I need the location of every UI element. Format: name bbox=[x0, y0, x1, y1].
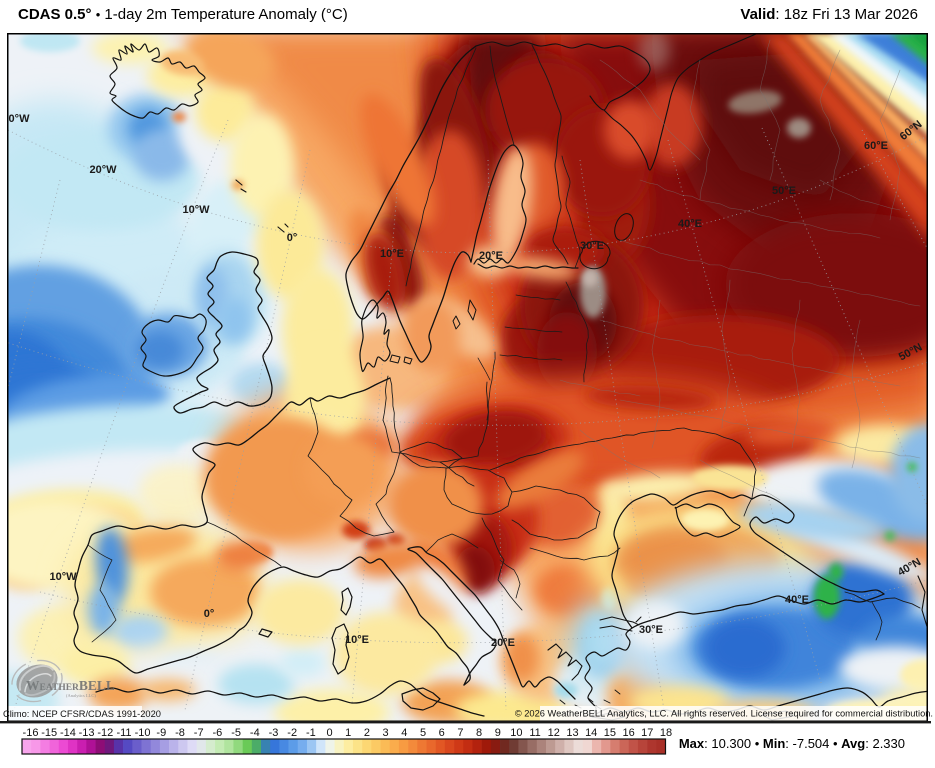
svg-text:-13: -13 bbox=[79, 727, 95, 739]
svg-text:-5: -5 bbox=[231, 727, 241, 739]
svg-text:-2: -2 bbox=[287, 727, 297, 739]
svg-text:12: 12 bbox=[548, 727, 560, 739]
svg-text:40°E: 40°E bbox=[785, 594, 809, 606]
svg-text:-16: -16 bbox=[23, 727, 39, 739]
svg-text:0°W: 0°W bbox=[9, 113, 31, 125]
svg-text:0: 0 bbox=[326, 727, 332, 739]
svg-text:10°E: 10°E bbox=[380, 248, 404, 260]
svg-text:0°: 0° bbox=[204, 608, 215, 620]
svg-text:-9: -9 bbox=[156, 727, 166, 739]
svg-text:-7: -7 bbox=[194, 727, 204, 739]
svg-text:10: 10 bbox=[510, 727, 522, 739]
svg-text:60°E: 60°E bbox=[864, 140, 888, 152]
svg-text:-10: -10 bbox=[135, 727, 151, 739]
svg-text:© 2026 WeatherBELL Analytics,: © 2026 WeatherBELL Analytics, LLC. All r… bbox=[515, 709, 933, 719]
svg-text:10°E: 10°E bbox=[345, 634, 369, 646]
svg-text:(Analytics LLC): (Analytics LLC) bbox=[66, 693, 96, 698]
svg-text:-4: -4 bbox=[250, 727, 260, 739]
svg-text:-3: -3 bbox=[269, 727, 279, 739]
svg-text:Climo: NCEP CFSR/CDAS 1991-202: Climo: NCEP CFSR/CDAS 1991-2020 bbox=[3, 709, 161, 719]
svg-text:40°E: 40°E bbox=[678, 218, 702, 230]
svg-text:14: 14 bbox=[585, 727, 597, 739]
svg-text:13: 13 bbox=[566, 727, 578, 739]
svg-text:-1: -1 bbox=[306, 727, 316, 739]
svg-text:5: 5 bbox=[420, 727, 426, 739]
svg-text:16: 16 bbox=[622, 727, 634, 739]
svg-text:-12: -12 bbox=[97, 727, 113, 739]
svg-text:11: 11 bbox=[529, 727, 540, 739]
svg-text:50°E: 50°E bbox=[772, 185, 796, 197]
svg-text:20°W: 20°W bbox=[89, 164, 117, 176]
svg-text:17: 17 bbox=[641, 727, 653, 739]
svg-text:30°E: 30°E bbox=[639, 624, 663, 636]
svg-text:4: 4 bbox=[401, 727, 407, 739]
svg-text:30°E: 30°E bbox=[580, 240, 604, 252]
svg-text:20°E: 20°E bbox=[491, 637, 515, 649]
svg-text:10°W: 10°W bbox=[182, 204, 210, 216]
svg-text:2: 2 bbox=[364, 727, 370, 739]
svg-text:20°E: 20°E bbox=[479, 250, 503, 262]
svg-text:8: 8 bbox=[476, 727, 482, 739]
svg-text:-15: -15 bbox=[41, 727, 57, 739]
svg-text:1: 1 bbox=[345, 727, 351, 739]
svg-text:-14: -14 bbox=[60, 727, 76, 739]
svg-text:-8: -8 bbox=[175, 727, 185, 739]
svg-text:-6: -6 bbox=[213, 727, 223, 739]
svg-text:-11: -11 bbox=[116, 727, 131, 739]
svg-text:6: 6 bbox=[439, 727, 445, 739]
svg-text:15: 15 bbox=[604, 727, 616, 739]
svg-text:10°W: 10°W bbox=[49, 571, 77, 583]
svg-text:0°: 0° bbox=[287, 232, 298, 244]
svg-text:18: 18 bbox=[660, 727, 672, 739]
svg-text:3: 3 bbox=[383, 727, 389, 739]
svg-text:7: 7 bbox=[457, 727, 463, 739]
svg-text:9: 9 bbox=[495, 727, 501, 739]
svg-text:Max: 10.300 • Min: -7.504 • Av: Max: 10.300 • Min: -7.504 • Avg: 2.330 bbox=[679, 736, 905, 751]
